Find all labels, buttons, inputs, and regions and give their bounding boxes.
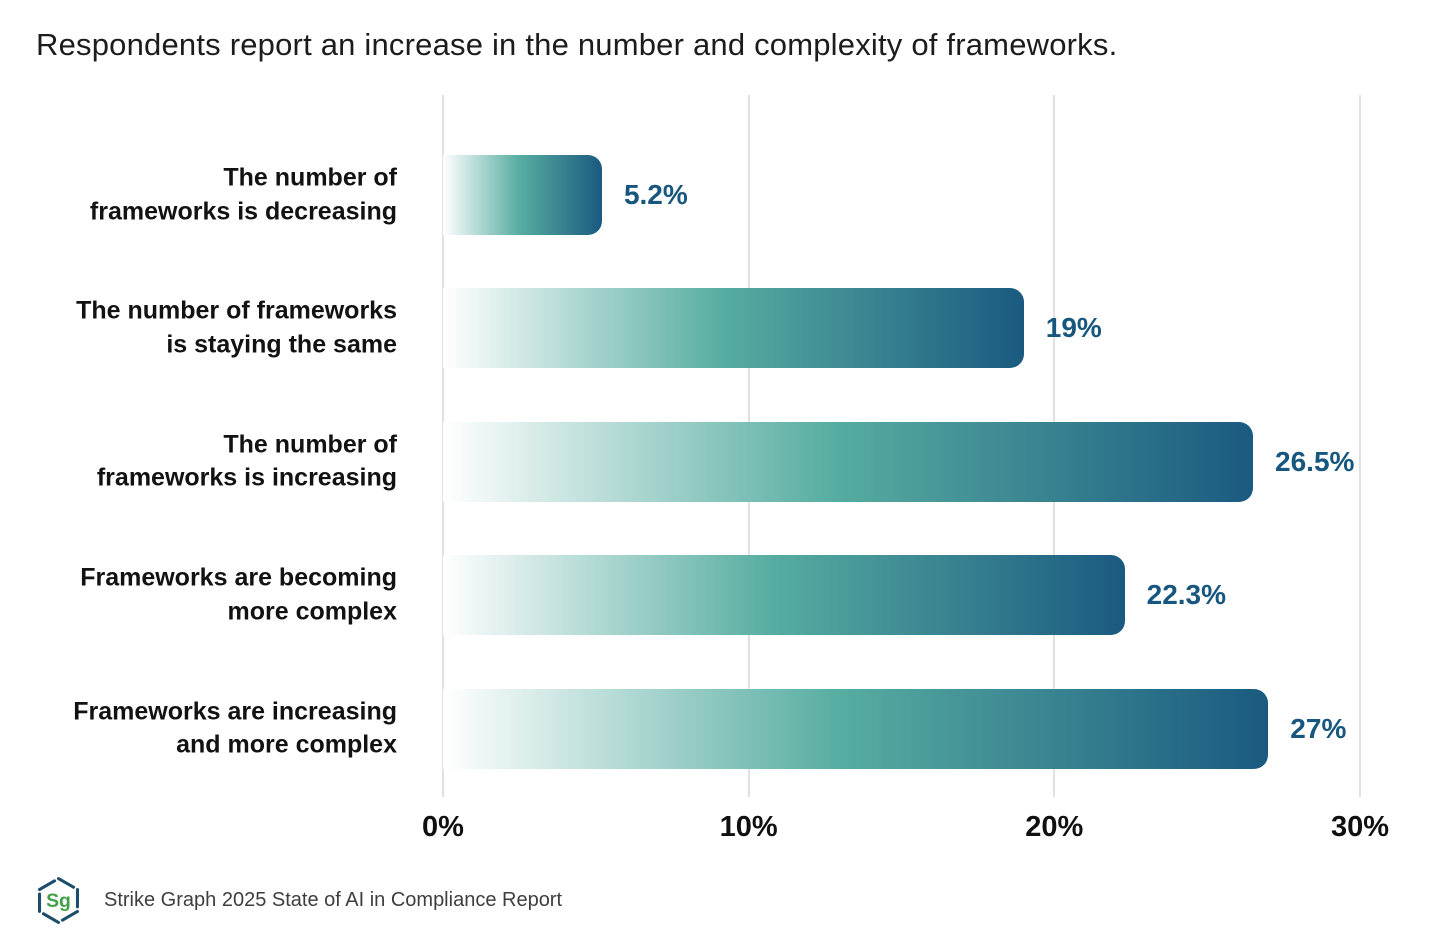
category-label: The number of frameworks is decreasing [89,163,397,226]
bar-row: Frameworks are increasing and more compl… [73,688,1360,769]
bar-row: The number of frameworks is staying the … [76,288,1360,369]
x-tick-label: 0% [422,811,464,843]
gridline-30pct [1359,95,1361,797]
chart-bar [443,421,1254,502]
category-label: The number of frameworks is staying the … [76,296,397,359]
footer-attribution: Sg Strike Graph 2025 State of AI in Comp… [34,876,562,925]
x-tick-label: 20% [1025,811,1084,843]
value-label: 5.2% [623,179,688,210]
bar-row: Frameworks are becoming more complex 22.… [80,555,1360,636]
value-label: 19% [1045,312,1102,344]
plot-area: The number of frameworks is decreasing 5… [73,95,1389,875]
logo-monogram: Sg [46,890,71,912]
chart-bar [443,155,602,235]
chart-title: Respondents report an increase in the nu… [36,27,1118,62]
value-label: 22.3% [1146,579,1227,611]
category-label: The number of frameworks is increasing [96,430,397,492]
chart-bar [443,688,1269,769]
category-label: Frameworks are increasing and more compl… [73,697,397,759]
strikegraph-hexagon-logo-icon: Sg [37,877,80,924]
chart-bar [443,288,1024,369]
category-label: Frameworks are becoming more complex [80,563,397,626]
value-label: 26.5% [1275,445,1355,477]
source-attribution-text: Strike Graph 2025 State of AI in Complia… [104,889,563,911]
hexagon-outline [37,877,80,924]
x-tick-label: 10% [719,811,778,843]
bar-row: The number of frameworks is decreasing 5… [90,155,1360,235]
x-tick-label: 30% [1330,811,1390,843]
bar-row: The number of frameworks is increasing 2… [97,421,1360,502]
chart-bar [443,555,1125,636]
value-label: 27% [1290,712,1347,744]
